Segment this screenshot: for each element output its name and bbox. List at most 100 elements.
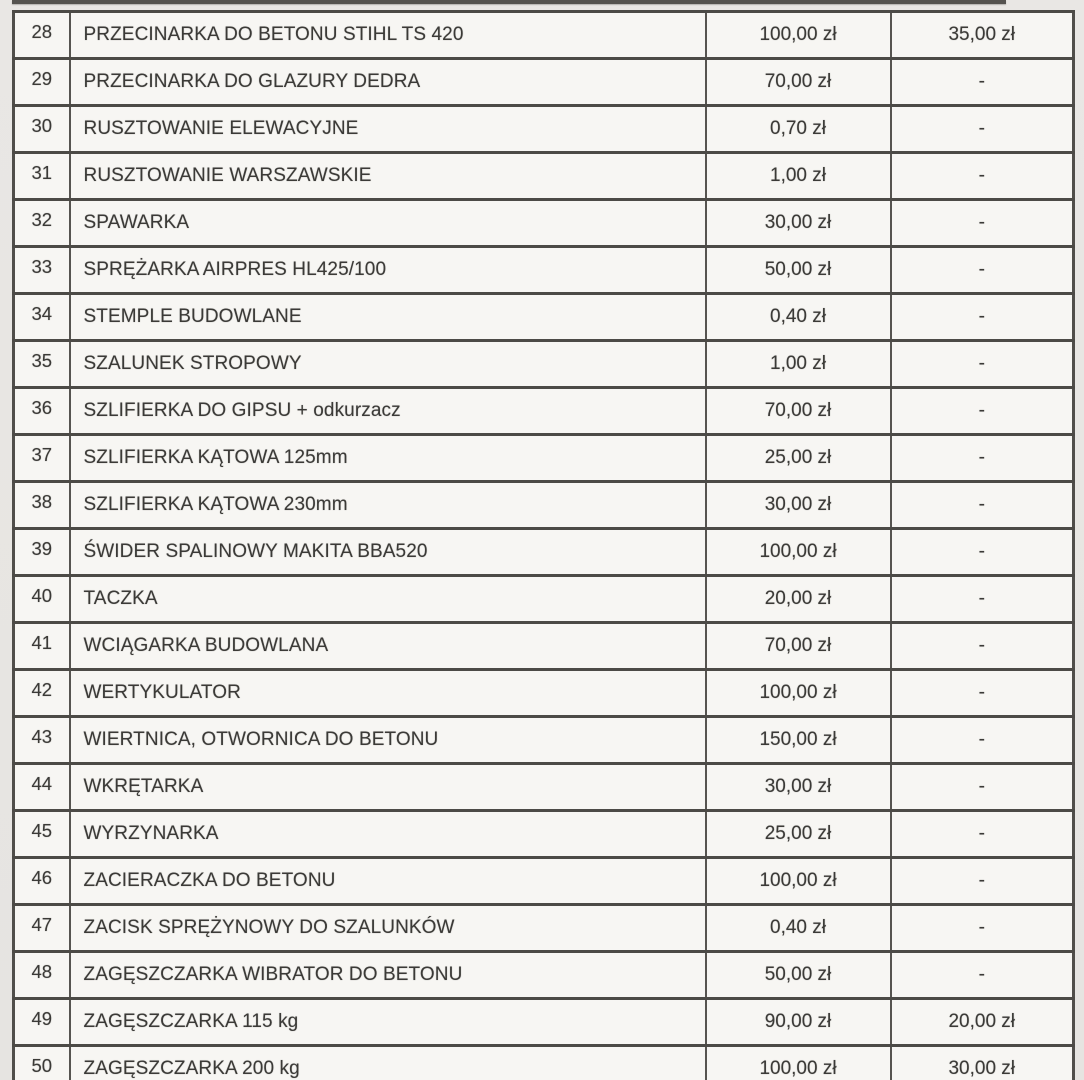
price-primary-cell: 70,00 zł bbox=[704, 57, 892, 107]
price-secondary-cell: - bbox=[889, 386, 1075, 436]
item-name-cell: WYRZYNARKA bbox=[68, 809, 707, 859]
row-number-cell: 30 bbox=[12, 104, 71, 154]
table-row: 38 SZLIFIERKA KĄTOWA 230mm 30,00 zł - bbox=[12, 480, 1075, 530]
price-primary-cell: 90,00 zł bbox=[704, 997, 892, 1047]
price-secondary-cell: - bbox=[889, 950, 1075, 1000]
price-secondary-cell: - bbox=[889, 668, 1075, 718]
price-primary-cell: 25,00 zł bbox=[704, 433, 892, 483]
price-secondary-cell: - bbox=[889, 903, 1075, 953]
price-primary-cell: 100,00 zł bbox=[704, 527, 892, 577]
table-row: 36 SZLIFIERKA DO GIPSU + odkurzacz 70,00 z… bbox=[12, 386, 1075, 436]
table-row: 34 STEMPLE BUDOWLANE 0,40 zł - bbox=[12, 292, 1075, 342]
row-number-cell: 33 bbox=[12, 245, 71, 295]
item-name-cell: WCIĄGARKA BUDOWLANA bbox=[68, 621, 707, 671]
price-table-body: 28 PRZECINARKA DO BETONU STIHL TS 420 100,… bbox=[12, 10, 1075, 1080]
row-number-cell: 37 bbox=[12, 433, 71, 483]
price-secondary-cell: 35,00 zł bbox=[889, 10, 1075, 60]
row-number-cell: 47 bbox=[12, 903, 71, 953]
item-name-cell: PRZECINARKA DO BETONU STIHL TS 420 bbox=[68, 10, 707, 60]
row-number-cell: 31 bbox=[12, 151, 71, 201]
row-number-cell: 28 bbox=[12, 10, 71, 60]
table-row: 39 ŚWIDER SPALINOWY MAKITA BBA520 100,00 z… bbox=[12, 527, 1075, 577]
item-name-cell: RUSZTOWANIE ELEWACYJNE bbox=[68, 104, 707, 154]
price-primary-cell: 100,00 zł bbox=[704, 668, 892, 718]
table-row: 43 WIERTNICA, OTWORNICA DO BETONU 150,00 z… bbox=[12, 715, 1075, 765]
price-primary-cell: 20,00 zł bbox=[704, 574, 892, 624]
item-name-cell: ZAGĘSZCZARKA WIBRATOR DO BETONU bbox=[68, 950, 707, 1000]
item-name-cell: WERTYKULATOR bbox=[68, 668, 707, 718]
price-primary-cell: 30,00 zł bbox=[704, 198, 892, 248]
row-number-cell: 46 bbox=[12, 856, 71, 906]
table-row: 49 ZAGĘSZCZARKA 115 kg 90,00 zł 20,00 zł bbox=[12, 997, 1075, 1047]
table-row: 46 ZACIERACZKA DO BETONU 100,00 zł - bbox=[12, 856, 1075, 906]
item-name-cell: PRZECINARKA DO GLAZURY DEDRA bbox=[68, 57, 707, 107]
price-secondary-cell: - bbox=[889, 198, 1075, 248]
row-number-cell: 32 bbox=[12, 198, 71, 248]
item-name-cell: WIERTNICA, OTWORNICA DO BETONU bbox=[68, 715, 707, 765]
table-row: 47 ZACISK SPRĘŻYNOWY DO SZALUNKÓW 0,40 zł - bbox=[12, 903, 1075, 953]
price-secondary-cell: - bbox=[889, 574, 1075, 624]
table-row: 40 TACZKA 20,00 zł - bbox=[12, 574, 1075, 624]
item-name-cell: RUSZTOWANIE WARSZAWSKIE bbox=[68, 151, 707, 201]
price-primary-cell: 100,00 zł bbox=[704, 1044, 892, 1080]
table-row: 45 WYRZYNARKA 25,00 zł - bbox=[12, 809, 1075, 859]
item-name-cell: SZLIFIERKA KĄTOWA 230mm bbox=[68, 480, 707, 530]
price-primary-cell: 50,00 zł bbox=[704, 950, 892, 1000]
row-number-cell: 43 bbox=[12, 715, 71, 765]
row-number-cell: 29 bbox=[12, 57, 71, 107]
price-secondary-cell: - bbox=[889, 762, 1075, 812]
price-secondary-cell: - bbox=[889, 527, 1075, 577]
table-row: 30 RUSZTOWANIE ELEWACYJNE 0,70 zł - bbox=[12, 104, 1075, 154]
row-number-cell: 41 bbox=[12, 621, 71, 671]
table-row: 28 PRZECINARKA DO BETONU STIHL TS 420 100,… bbox=[12, 10, 1075, 60]
price-table: 28 PRZECINARKA DO BETONU STIHL TS 420 100,… bbox=[12, 10, 1075, 1080]
price-primary-cell: 70,00 zł bbox=[704, 386, 892, 436]
table-row: 50 ZAGĘSZCZARKA 200 kg 100,00 zł 30,00 zł bbox=[12, 1044, 1075, 1080]
price-primary-cell: 30,00 zł bbox=[704, 762, 892, 812]
item-name-cell: ŚWIDER SPALINOWY MAKITA BBA520 bbox=[68, 527, 707, 577]
table-row: 35 SZALUNEK STROPOWY 1,00 zł - bbox=[12, 339, 1075, 389]
price-primary-cell: 100,00 zł bbox=[704, 856, 892, 906]
table-row: 41 WCIĄGARKA BUDOWLANA 70,00 zł - bbox=[12, 621, 1075, 671]
row-number-cell: 34 bbox=[12, 292, 71, 342]
row-number-cell: 40 bbox=[12, 574, 71, 624]
price-secondary-cell: - bbox=[889, 856, 1075, 906]
price-secondary-cell: - bbox=[889, 104, 1075, 154]
price-secondary-cell: 30,00 zł bbox=[889, 1044, 1075, 1080]
price-secondary-cell: - bbox=[889, 339, 1075, 389]
item-name-cell: TACZKA bbox=[68, 574, 707, 624]
row-number-cell: 35 bbox=[12, 339, 71, 389]
price-primary-cell: 25,00 zł bbox=[704, 809, 892, 859]
price-secondary-cell: - bbox=[889, 621, 1075, 671]
price-primary-cell: 0,40 zł bbox=[704, 292, 892, 342]
row-number-cell: 39 bbox=[12, 527, 71, 577]
row-number-cell: 49 bbox=[12, 997, 71, 1047]
price-primary-cell: 100,00 zł bbox=[704, 10, 892, 60]
item-name-cell: STEMPLE BUDOWLANE bbox=[68, 292, 707, 342]
item-name-cell: ZACIERACZKA DO BETONU bbox=[68, 856, 707, 906]
row-number-cell: 48 bbox=[12, 950, 71, 1000]
price-secondary-cell: - bbox=[889, 151, 1075, 201]
item-name-cell: WKRĘTARKA bbox=[68, 762, 707, 812]
top-partial-border bbox=[12, 0, 1006, 4]
table-row: 48 ZAGĘSZCZARKA WIBRATOR DO BETONU 50,00 z… bbox=[12, 950, 1075, 1000]
price-primary-cell: 30,00 zł bbox=[704, 480, 892, 530]
table-row: 33 SPRĘŻARKA AIRPRES HL425/100 50,00 zł - bbox=[12, 245, 1075, 295]
price-primary-cell: 1,00 zł bbox=[704, 339, 892, 389]
price-secondary-cell: - bbox=[889, 292, 1075, 342]
price-primary-cell: 70,00 zł bbox=[704, 621, 892, 671]
price-primary-cell: 50,00 zł bbox=[704, 245, 892, 295]
price-secondary-cell: - bbox=[889, 809, 1075, 859]
price-primary-cell: 150,00 zł bbox=[704, 715, 892, 765]
item-name-cell: ZACISK SPRĘŻYNOWY DO SZALUNKÓW bbox=[68, 903, 707, 953]
price-secondary-cell: - bbox=[889, 57, 1075, 107]
item-name-cell: ZAGĘSZCZARKA 200 kg bbox=[68, 1044, 707, 1080]
price-secondary-cell: - bbox=[889, 245, 1075, 295]
row-number-cell: 44 bbox=[12, 762, 71, 812]
table-row: 32 SPAWARKA 30,00 zł - bbox=[12, 198, 1075, 248]
row-number-cell: 42 bbox=[12, 668, 71, 718]
price-primary-cell: 1,00 zł bbox=[704, 151, 892, 201]
table-row: 29 PRZECINARKA DO GLAZURY DEDRA 70,00 zł - bbox=[12, 57, 1075, 107]
price-secondary-cell: - bbox=[889, 715, 1075, 765]
row-number-cell: 38 bbox=[12, 480, 71, 530]
